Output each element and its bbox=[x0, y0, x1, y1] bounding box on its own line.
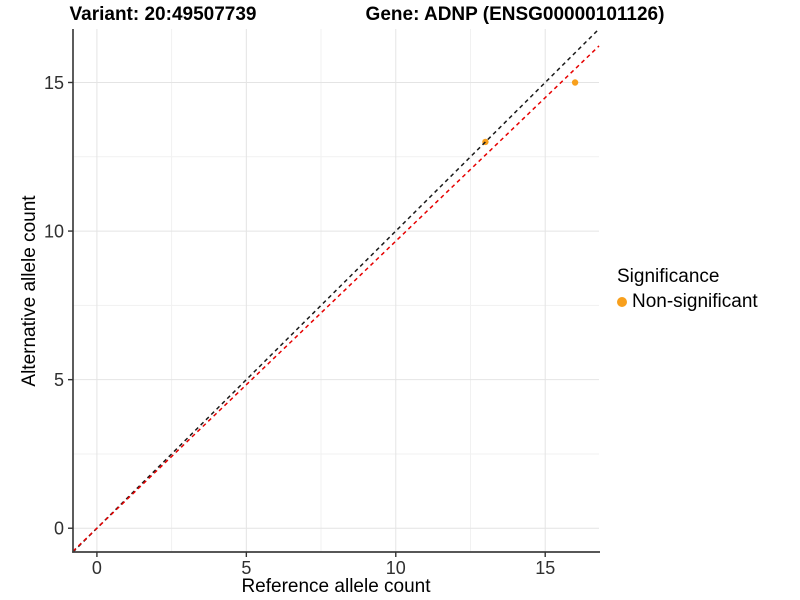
x-axis-label: Reference allele count bbox=[241, 576, 431, 597]
y-tick-label: 15 bbox=[44, 73, 64, 93]
identity-line bbox=[72, 28, 600, 553]
legend-item: Non-significant bbox=[617, 291, 758, 313]
data-point bbox=[571, 79, 579, 86]
legend-title: Significance bbox=[617, 266, 720, 287]
variant-title: Variant: 20:49507739 bbox=[69, 4, 257, 25]
legend-point-icon bbox=[617, 297, 627, 307]
x-tick-label: 5 bbox=[241, 558, 251, 578]
y-tick-label: 0 bbox=[54, 519, 64, 539]
legend-item-label: Non-significant bbox=[632, 291, 758, 312]
x-tick-label: 0 bbox=[92, 558, 102, 578]
y-axis-label: Alternative allele count bbox=[19, 195, 40, 387]
y-tick-label: 10 bbox=[44, 222, 64, 242]
y-tick-label: 5 bbox=[54, 370, 64, 390]
legend: Significance Non-significant bbox=[617, 266, 758, 313]
x-tick-label: 10 bbox=[386, 558, 406, 578]
x-tick-label: 15 bbox=[535, 558, 555, 578]
allelic-ratio-line bbox=[72, 45, 600, 552]
gene-title: Gene: ADNP (ENSG00000101126) bbox=[365, 4, 665, 25]
